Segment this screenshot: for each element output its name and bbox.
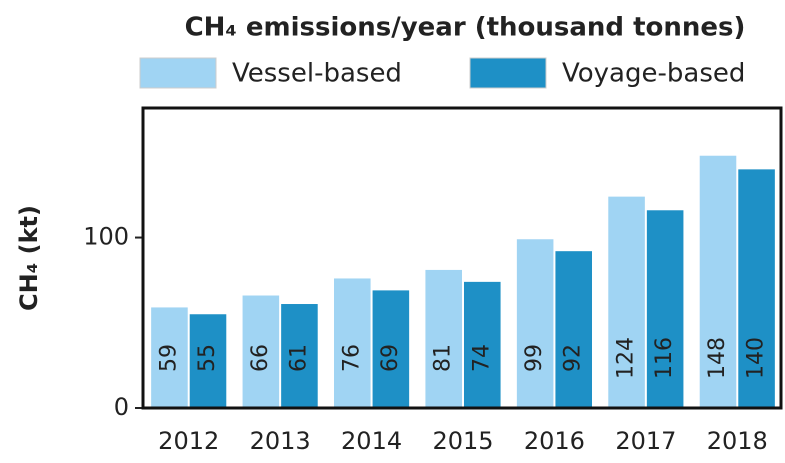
value-label: 59 [156, 344, 181, 372]
bar [372, 290, 410, 408]
legend-label: Vessel-based [232, 59, 402, 89]
value-label: 140 [744, 337, 769, 379]
value-label: 74 [469, 344, 494, 372]
bar [738, 169, 775, 408]
x-tick-label: 2014 [341, 427, 402, 455]
bar [699, 155, 737, 408]
bar [646, 210, 684, 408]
legend-label: Voyage-based [562, 59, 745, 89]
value-label: 61 [286, 344, 311, 372]
value-label: 99 [522, 344, 547, 372]
bar [608, 196, 645, 408]
value-label: 116 [652, 337, 677, 379]
legend-swatch [469, 57, 547, 89]
bar [242, 295, 280, 408]
x-tick-label: 2016 [524, 427, 585, 455]
x-tick-label: 2017 [615, 427, 676, 455]
value-label: 92 [561, 344, 586, 372]
value-label: 148 [705, 337, 730, 379]
x-tick-label: 2015 [432, 427, 493, 455]
bar [464, 281, 501, 408]
bar [334, 278, 371, 408]
value-label: 69 [378, 344, 403, 372]
bar [516, 239, 554, 408]
value-label: 66 [248, 344, 273, 372]
x-tick-label: 2018 [707, 427, 768, 455]
y-tick-label: 100 [83, 223, 129, 251]
bar [555, 251, 592, 408]
bar [151, 307, 188, 408]
x-tick-label: 2013 [250, 427, 311, 455]
bar [425, 269, 462, 408]
bar [189, 314, 227, 408]
y-tick-label: 0 [114, 393, 129, 421]
value-label: 55 [195, 344, 220, 372]
plot-frame [141, 106, 783, 410]
y-axis-label: CH₄ (kt) [15, 205, 43, 311]
bar [281, 304, 318, 408]
value-label: 124 [614, 337, 639, 379]
chart-title: CH₄ emissions/year (thousand tonnes) [185, 13, 746, 43]
legend-swatch [139, 57, 217, 89]
value-label: 76 [339, 344, 364, 372]
value-label: 81 [431, 344, 456, 372]
x-tick-label: 2012 [158, 427, 219, 455]
